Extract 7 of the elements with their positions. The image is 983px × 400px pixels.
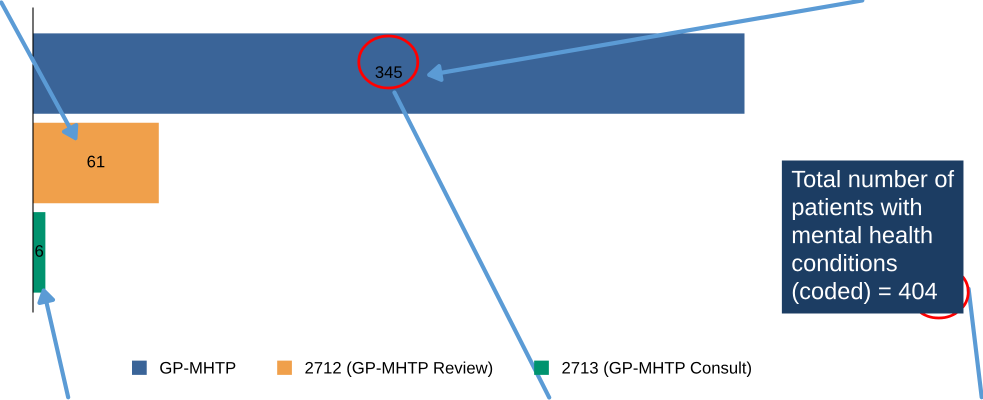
legend-label: 2712 (GP-MHTP Review) <box>305 361 492 377</box>
text: Total number of patients with mental health conditions (coded) = 404 <box>792 170 954 304</box>
data-label: 61 <box>87 156 104 168</box>
data-label: 345 <box>375 66 402 78</box>
legend-label: GP-MHTP <box>160 362 236 374</box>
data-label: 6 <box>35 245 44 257</box>
legend-label: 2713 (GP-MHTP Consult) <box>562 361 751 377</box>
